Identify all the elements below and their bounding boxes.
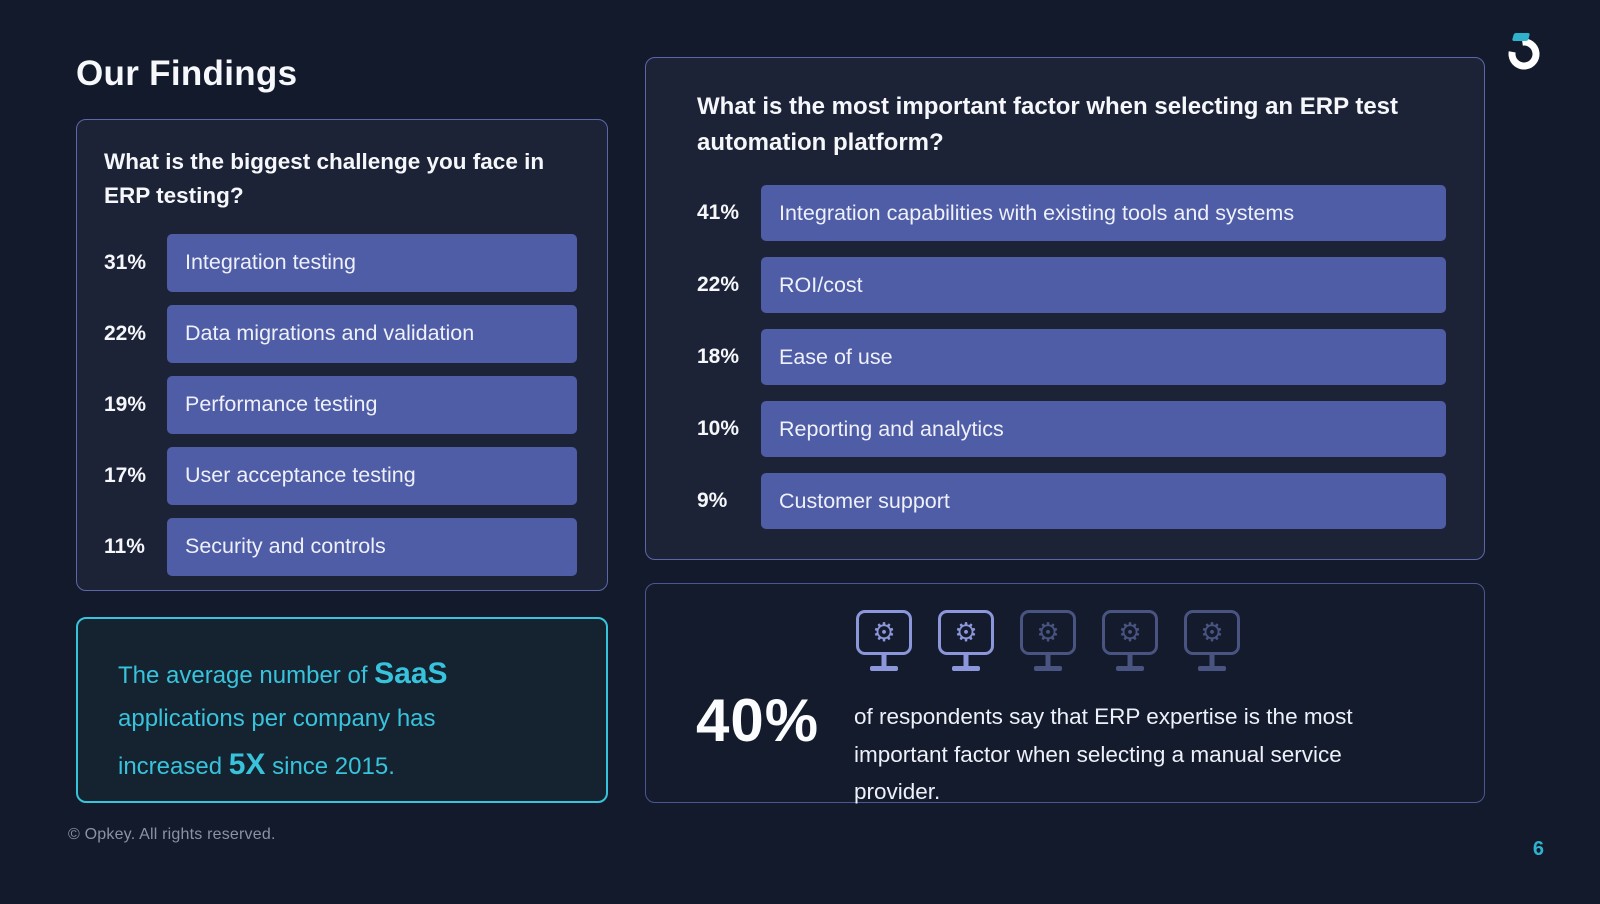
- bar: Data migrations and validation: [167, 304, 577, 363]
- bar-row: 31% Integration testing: [104, 233, 577, 292]
- bar-label: ROI/cost: [779, 272, 863, 297]
- stat-description: of respondents say that ERP expertise is…: [854, 704, 1353, 805]
- bar-label: Performance testing: [185, 392, 378, 416]
- bar-row: 19% Performance testing: [104, 375, 577, 434]
- stat-detail: ⚙ ⚙ ⚙ ⚙ ⚙ of respondents say that ERP ex…: [854, 610, 1424, 804]
- platform-factor-question: What is the most important factor when s…: [697, 93, 1399, 156]
- copyright-text: © Opkey. All rights reserved.: [68, 826, 276, 843]
- stat-value: 40%: [696, 687, 820, 754]
- bar-label: Security and controls: [185, 534, 386, 558]
- bar-label: Data migrations and validation: [185, 321, 475, 345]
- monitor-icon-row: ⚙ ⚙ ⚙ ⚙ ⚙: [856, 610, 1424, 672]
- monitor-gear-icon: ⚙: [1020, 610, 1076, 672]
- erp-expertise-stat-box: 40% ⚙ ⚙ ⚙ ⚙ ⚙ of respondents say that ER…: [645, 583, 1485, 804]
- challenge-panel: What is the biggest challenge you face i…: [76, 119, 608, 591]
- bar: Reporting and analytics: [761, 401, 1446, 457]
- page-title: Our Findings: [76, 54, 298, 93]
- bar-row: 18% Ease of use: [697, 329, 1446, 385]
- bar-row: 11% Security and controls: [104, 517, 577, 576]
- bar-row: 17% User acceptance testing: [104, 446, 577, 505]
- saas-highlight: 5X: [228, 747, 266, 781]
- bar: Integration capabilities with existing t…: [761, 185, 1446, 241]
- platform-factor-panel: What is the most important factor when s…: [645, 57, 1485, 560]
- bar-label: Ease of use: [779, 344, 893, 369]
- saas-callout-segment: since 2015.: [265, 752, 395, 780]
- bar-percentage: 18%: [697, 345, 740, 368]
- monitor-gear-icon: ⚙: [856, 610, 912, 672]
- saas-callout-segment: applications per company has increased: [118, 705, 436, 780]
- monitor-gear-icon: ⚙: [1102, 610, 1158, 672]
- platform-factor-bar-list: 41% Integration capabilities with existi…: [697, 185, 1446, 529]
- bar: Security and controls: [167, 517, 577, 576]
- bar-percentage: 19%: [104, 392, 147, 416]
- bar-row: 22% Data migrations and validation: [104, 304, 577, 363]
- saas-callout-text: The average number of SaaS applications …: [118, 649, 538, 790]
- bar-label: Integration testing: [185, 250, 356, 274]
- bar-row: 41% Integration capabilities with existi…: [697, 185, 1446, 241]
- saas-highlight: SaaS: [374, 657, 448, 690]
- bar: ROI/cost: [761, 257, 1446, 313]
- bar: Ease of use: [761, 329, 1446, 385]
- challenge-question: What is the biggest challenge you face i…: [104, 149, 545, 208]
- bar-row: 9% Customer support: [697, 473, 1446, 529]
- bar-percentage: 22%: [697, 273, 740, 296]
- bar-label: Customer support: [779, 488, 950, 513]
- bar-label: Reporting and analytics: [779, 416, 1004, 441]
- bar-percentage: 11%: [104, 534, 145, 558]
- bar-percentage: 10%: [697, 417, 740, 440]
- monitor-gear-icon: ⚙: [938, 610, 994, 672]
- saas-callout-segment: The average number of: [118, 662, 375, 689]
- bar-label: Integration capabilities with existing t…: [779, 200, 1295, 225]
- monitor-gear-icon: ⚙: [1184, 610, 1240, 672]
- opkey-logo-icon: [1502, 30, 1544, 72]
- bar-percentage: 22%: [104, 321, 147, 345]
- bar: Integration testing: [167, 233, 577, 292]
- bar-row: 22% ROI/cost: [697, 257, 1446, 313]
- bar-percentage: 31%: [104, 250, 147, 274]
- bar-label: User acceptance testing: [185, 463, 416, 487]
- challenge-bar-list: 31% Integration testing 22% Data migrati…: [104, 233, 577, 576]
- saas-callout-box: The average number of SaaS applications …: [76, 617, 608, 803]
- bar-percentage: 9%: [697, 489, 728, 512]
- bar: Performance testing: [167, 375, 577, 434]
- page-number: 6: [1532, 838, 1544, 860]
- bar-percentage: 17%: [104, 463, 147, 487]
- bar-percentage: 41%: [697, 201, 740, 224]
- bar: Customer support: [761, 473, 1446, 529]
- bar-row: 10% Reporting and analytics: [697, 401, 1446, 457]
- bar: User acceptance testing: [167, 446, 577, 505]
